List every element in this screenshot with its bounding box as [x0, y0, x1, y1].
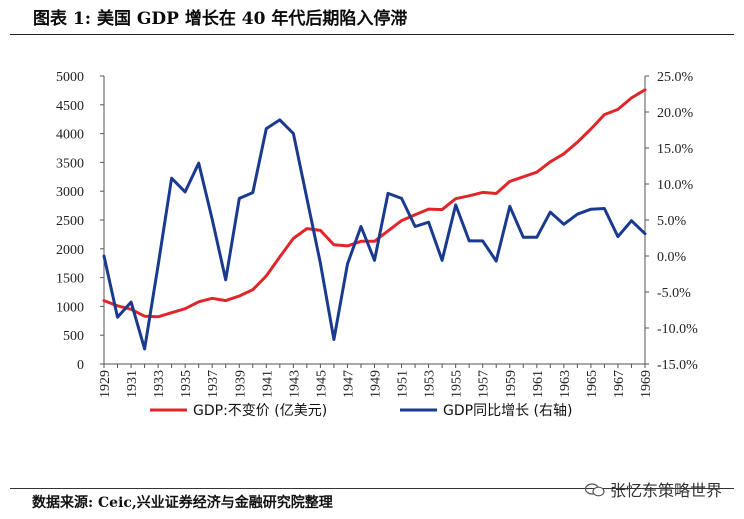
x-tick-label: 1945 [314, 370, 329, 398]
left-tick-label: 2500 [56, 214, 84, 229]
x-tick-label: 1957 [477, 370, 492, 398]
left-tick-label: 3500 [56, 156, 84, 171]
x-tick-label: 1949 [369, 370, 384, 398]
x-tick-label: 1961 [531, 370, 546, 398]
title-rule [10, 34, 734, 35]
x-tick-label: 1969 [639, 370, 654, 398]
chart-title: 图表 1: 美国 GDP 增长在 40 年代后期陷入停滞 [33, 9, 408, 29]
legend-label: GDP:不变价 (亿美元) [193, 403, 327, 419]
x-tick-label: 1939 [233, 370, 248, 398]
right-tick-label: -5.0% [657, 286, 691, 301]
right-tick-label: 20.0% [657, 106, 694, 121]
watermark-text: 张忆东策略世界 [609, 481, 722, 500]
x-tick-label: 1943 [287, 370, 302, 398]
gdp-growth-line [102, 118, 647, 351]
series-lines [102, 88, 647, 351]
left-tick-label: 2000 [56, 243, 84, 258]
left-axis: 0 500 1000 1500 2000 2500 3000 3500 4000 4500 5000 [56, 70, 104, 373]
x-tick-label: 1959 [504, 370, 519, 398]
left-tick-label: 4000 [56, 128, 84, 143]
x-tick-label: 1947 [341, 370, 356, 398]
source-note: 数据来源: Ceic,兴业证券经济与金融研究院整理 [32, 495, 333, 511]
right-tick-label: 5.0% [657, 214, 687, 229]
x-tick-label: 1935 [179, 370, 194, 398]
x-tick-label: 1951 [396, 370, 411, 398]
x-tick-label: 1929 [98, 370, 113, 398]
right-tick-label: -15.0% [657, 358, 698, 373]
wechat-icon [584, 483, 605, 497]
right-tick-label: -10.0% [657, 322, 698, 337]
gdp-level-line [102, 88, 647, 319]
x-axis: 1929 1931 1933 1935 1937 1939 1941 1943 1945 1947… [98, 364, 654, 398]
right-tick-label: 15.0% [657, 142, 694, 157]
left-tick-label: 1500 [56, 272, 84, 287]
axis-lines [103, 76, 646, 365]
x-tick-label: 1967 [612, 370, 627, 398]
x-tick-label: 1933 [152, 370, 167, 398]
left-tick-label: 5000 [56, 70, 84, 85]
x-tick-label: 1931 [125, 370, 140, 398]
x-tick-label: 1965 [585, 370, 600, 398]
left-tick-label: 500 [63, 329, 84, 344]
footer-rule [10, 488, 734, 489]
left-tick-label: 1000 [56, 300, 84, 315]
watermark: 张忆东策略世界 [584, 477, 722, 501]
chart: 0 500 1000 1500 2000 2500 3000 3500 4000 4500 5000… [56, 70, 698, 419]
legend-label: GDP同比增长 (右轴) [443, 403, 572, 419]
right-tick-label: 0.0% [657, 250, 687, 265]
left-tick-label: 4500 [56, 99, 84, 114]
right-tick-label: 10.0% [657, 178, 694, 193]
legend: GDP:不变价 (亿美元) GDP同比增长 (右轴) [150, 403, 572, 419]
x-tick-label: 1937 [206, 370, 221, 398]
left-tick-label: 0 [77, 358, 84, 373]
right-tick-label: 25.0% [657, 70, 694, 85]
x-tick-label: 1941 [260, 370, 275, 398]
right-axis: -15.0% -10.0% -5.0% 0.0% 5.0% 10.0% 15.0% 20.0%… [645, 70, 698, 373]
x-tick-label: 1953 [423, 370, 438, 398]
x-tick-label: 1963 [558, 370, 573, 398]
left-tick-label: 3000 [56, 185, 84, 200]
x-tick-label: 1955 [450, 370, 465, 398]
